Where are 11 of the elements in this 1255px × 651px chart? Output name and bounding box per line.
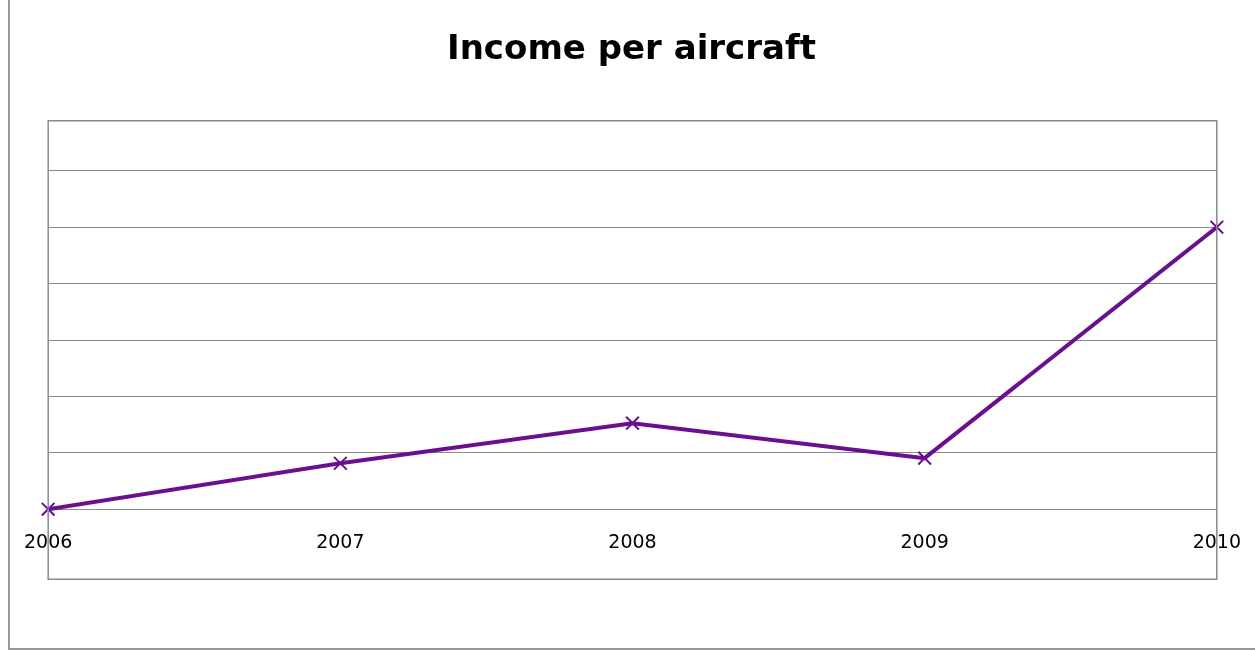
- x-tick-label: 2008: [608, 529, 657, 552]
- point: [625, 415, 640, 431]
- chart-title: Income per aircraft: [447, 27, 816, 68]
- x-tick-label: 2006: [24, 529, 73, 552]
- point: [1209, 219, 1225, 235]
- point: [917, 450, 933, 466]
- x-tick-label: 2007: [316, 529, 365, 552]
- x-tick-label: 2009: [900, 529, 949, 552]
- point: [40, 501, 56, 517]
- x-tick-label: 2010: [1192, 529, 1241, 552]
- point: [332, 455, 348, 471]
